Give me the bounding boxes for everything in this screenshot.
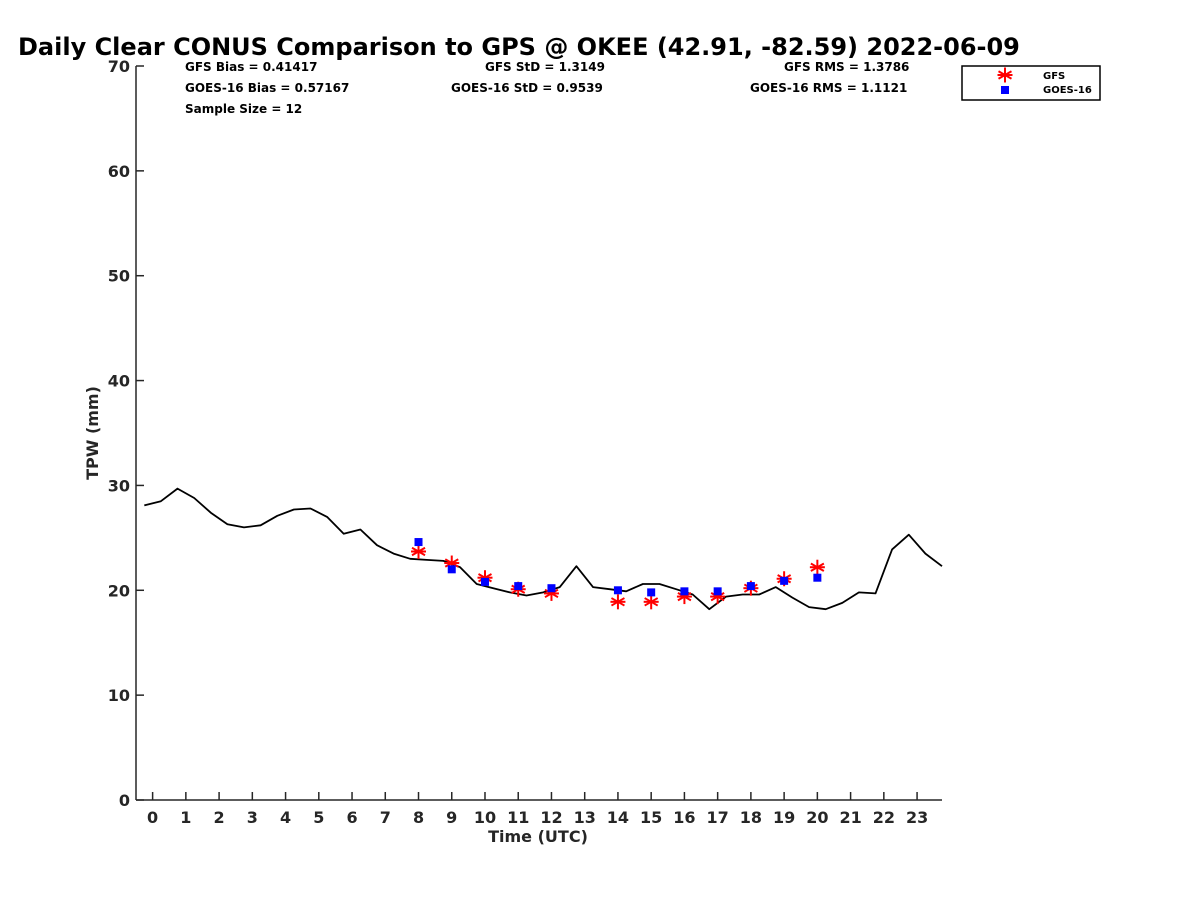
x-tick-label: 12 bbox=[540, 808, 562, 827]
x-axis-ticks: 0 1 2 3 4 5 6 7 8 9 10 11 12 13 14 15 16 17 18 19 20 21 22 23 bbox=[147, 792, 928, 827]
goes16-point bbox=[514, 582, 523, 591]
legend: GFS GOES-16 bbox=[961, 65, 1101, 101]
y-tick-label: 70 bbox=[108, 57, 130, 76]
stat-gfs-bias: GFS Bias = 0.41417 bbox=[185, 60, 317, 74]
gfs-point bbox=[676, 589, 692, 605]
gfs-point bbox=[477, 570, 493, 586]
legend-gfs-label: GFS bbox=[1043, 71, 1065, 82]
y-tick-label: 0 bbox=[119, 791, 130, 810]
goes16-point bbox=[447, 565, 456, 574]
stat-sample-size: Sample Size = 12 bbox=[185, 102, 302, 116]
legend-box bbox=[961, 65, 1101, 101]
y-tick-label: 20 bbox=[108, 581, 130, 600]
y-tick-label: 10 bbox=[108, 686, 130, 705]
x-tick-label: 9 bbox=[446, 808, 457, 827]
x-tick-label: 19 bbox=[773, 808, 795, 827]
x-tick-label: 4 bbox=[280, 808, 291, 827]
gfs-point bbox=[610, 594, 626, 610]
goes16-point bbox=[713, 587, 722, 596]
stat-goes-std: GOES-16 StD = 0.9539 bbox=[451, 81, 603, 95]
x-tick-label: 15 bbox=[640, 808, 662, 827]
chart-title: Daily Clear CONUS Comparison to GPS @ OK… bbox=[18, 33, 1020, 61]
goes16-point bbox=[414, 538, 423, 547]
legend-goes16-marker bbox=[1001, 86, 1009, 94]
x-tick-label: 21 bbox=[839, 808, 861, 827]
y-axis-label: TPW (mm) bbox=[83, 386, 102, 480]
goes16-point bbox=[647, 588, 656, 597]
x-tick-label: 10 bbox=[474, 808, 496, 827]
goes16-point bbox=[813, 573, 822, 582]
stat-goes-rms: GOES-16 RMS = 1.1121 bbox=[750, 81, 907, 95]
gfs-point bbox=[643, 594, 659, 610]
goes16-point bbox=[780, 576, 789, 585]
x-tick-label: 11 bbox=[507, 808, 529, 827]
legend-gfs-marker bbox=[997, 67, 1013, 83]
goes16-point bbox=[480, 577, 489, 586]
x-tick-label: 1 bbox=[180, 808, 191, 827]
y-axis-ticks: 0 10 20 30 40 50 60 70 bbox=[108, 57, 144, 810]
gfs-point bbox=[411, 543, 427, 559]
x-tick-label: 14 bbox=[607, 808, 629, 827]
stat-gfs-rms: GFS RMS = 1.3786 bbox=[784, 60, 909, 74]
legend-goes16-label: GOES-16 bbox=[1043, 85, 1092, 96]
gfs-legend-symbol bbox=[997, 67, 1013, 83]
gps-tpw-line bbox=[144, 487, 943, 611]
x-tick-label: 6 bbox=[346, 808, 357, 827]
x-tick-label: 0 bbox=[147, 808, 158, 827]
y-tick-label: 40 bbox=[108, 372, 130, 391]
x-tick-label: 16 bbox=[673, 808, 695, 827]
x-tick-label: 3 bbox=[247, 808, 258, 827]
stat-goes-bias: GOES-16 Bias = 0.57167 bbox=[185, 81, 349, 95]
x-tick-label: 20 bbox=[806, 808, 828, 827]
x-tick-label: 18 bbox=[740, 808, 762, 827]
goes16-point bbox=[613, 586, 622, 595]
x-axis-label: Time (UTC) bbox=[488, 827, 588, 846]
x-tick-label: 22 bbox=[873, 808, 895, 827]
gfs-point bbox=[543, 585, 559, 601]
x-tick-label: 23 bbox=[906, 808, 928, 827]
stat-gfs-std: GFS StD = 1.3149 bbox=[485, 60, 605, 74]
axes bbox=[135, 66, 942, 801]
gfs-point bbox=[809, 559, 825, 575]
x-tick-label: 13 bbox=[574, 808, 596, 827]
goes16-legend-symbol bbox=[1001, 86, 1009, 94]
plot-area bbox=[144, 487, 943, 611]
x-tick-label: 17 bbox=[707, 808, 729, 827]
y-tick-label: 30 bbox=[108, 476, 130, 495]
y-tick-label: 60 bbox=[108, 162, 130, 181]
goes16-point bbox=[746, 582, 755, 591]
x-tick-label: 7 bbox=[380, 808, 391, 827]
goes16-point bbox=[547, 584, 556, 593]
goes16-point bbox=[680, 587, 689, 596]
x-tick-label: 5 bbox=[313, 808, 324, 827]
y-tick-label: 50 bbox=[108, 267, 130, 286]
x-tick-label: 8 bbox=[413, 808, 424, 827]
stats-block: GFS Bias = 0.41417 GFS StD = 1.3149 GFS … bbox=[185, 60, 909, 116]
x-tick-label: 2 bbox=[214, 808, 225, 827]
